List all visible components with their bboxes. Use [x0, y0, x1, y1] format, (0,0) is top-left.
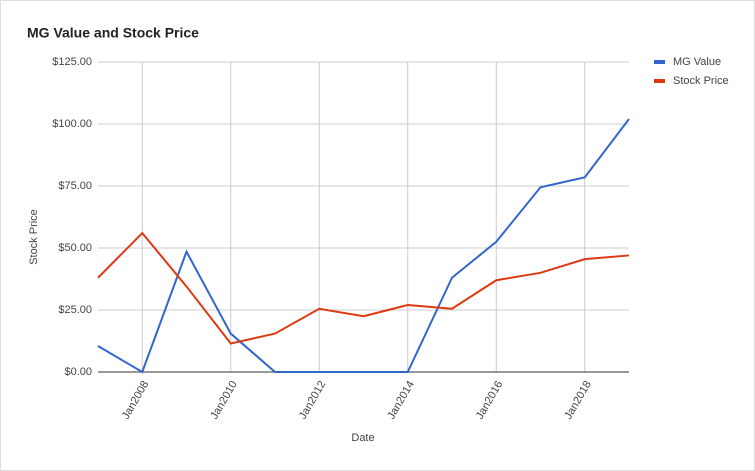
- y-tick-label: $125.00: [52, 56, 92, 68]
- legend-label: MG Value: [673, 56, 721, 68]
- y-axis-label: Stock Price: [28, 209, 40, 265]
- y-tick-label: $100.00: [52, 118, 92, 130]
- y-tick-label: $0.00: [64, 366, 92, 378]
- legend-label: Stock Price: [673, 75, 729, 87]
- y-tick-label: $50.00: [58, 242, 92, 254]
- chart-title: MG Value and Stock Price: [27, 25, 199, 41]
- series-line: [97, 118, 630, 374]
- y-tick-label: $25.00: [58, 304, 92, 316]
- x-axis-label: Date: [351, 432, 374, 444]
- y-tick-label: $75.00: [58, 180, 92, 192]
- series-line: [97, 231, 630, 345]
